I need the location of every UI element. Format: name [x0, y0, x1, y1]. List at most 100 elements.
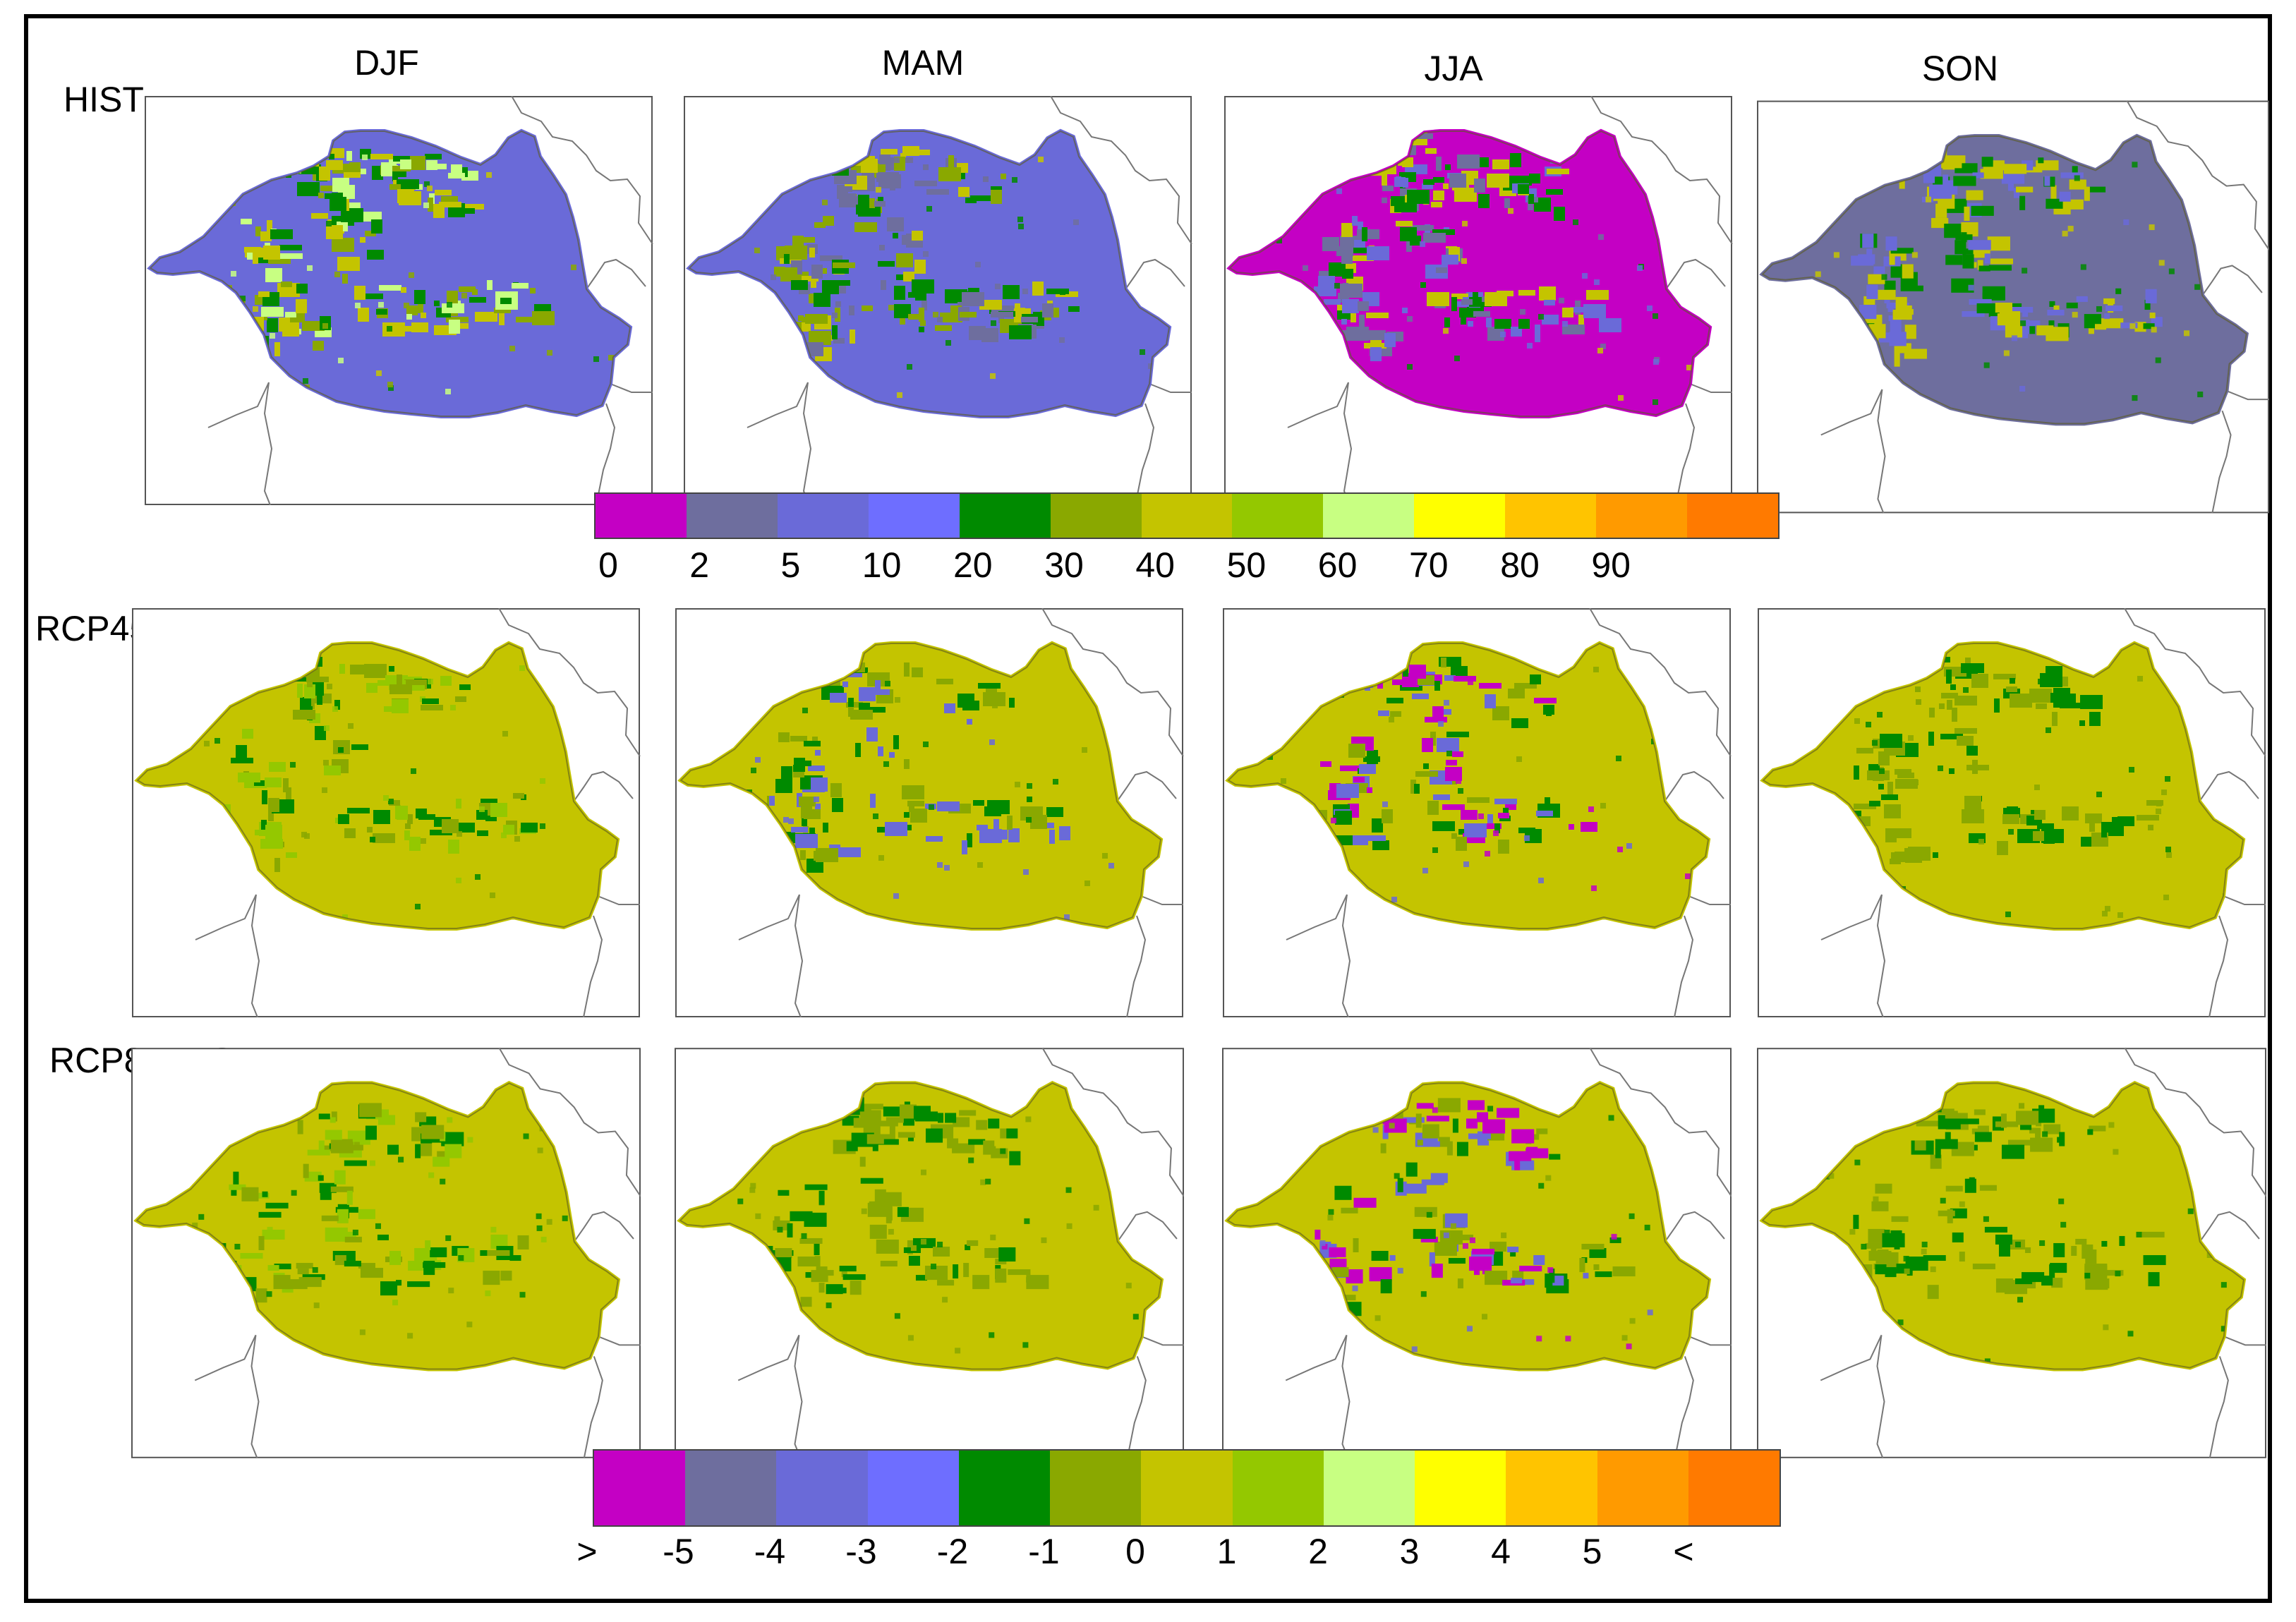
country-outline	[1228, 130, 1711, 417]
neighbor-border-line	[194, 1334, 257, 1381]
neighbor-border-line	[610, 383, 653, 393]
colorbar-tick-label: -3	[845, 1532, 877, 1571]
colorbar-swatch	[685, 1451, 777, 1525]
colorbar-tick-label: 20	[953, 545, 993, 585]
neighbor-border-line	[1149, 383, 1192, 393]
colorbar-swatch	[686, 494, 778, 538]
colorbar-tick-label: 50	[1226, 545, 1267, 585]
map-rcp45-djf	[132, 608, 641, 1017]
colorbar-tick-label: 40	[1135, 545, 1175, 585]
neighbor-border-line	[2226, 390, 2269, 401]
colorbar-swatch	[1232, 494, 1324, 538]
neighbor-border-line	[1689, 383, 1732, 393]
map-hist-son	[1757, 100, 2269, 514]
neighbor-border-line	[250, 894, 260, 1017]
neighbor-border-line	[573, 770, 634, 802]
colorbar-swatch	[596, 494, 687, 538]
country-outline	[679, 642, 1162, 929]
column-label-djf: DJF	[354, 43, 419, 83]
neighbor-border-line	[1050, 96, 1192, 245]
neighbor-border-line	[2201, 265, 2263, 296]
neighbor-border-line	[2223, 895, 2266, 905]
neighbor-border-line	[1877, 389, 1886, 514]
neighbor-border-line	[586, 258, 646, 290]
colorbar-tick-label: -4	[754, 1532, 786, 1571]
colorbar-tick-label: <	[1673, 1532, 1694, 1571]
neighbor-border-line	[1688, 1336, 1732, 1346]
neighbor-border-line	[1589, 1047, 1732, 1197]
colorbar-tick-label: -2	[936, 1532, 969, 1571]
neighbor-border-line	[583, 1356, 603, 1459]
neighbor-border-line	[1820, 894, 1883, 940]
map-rcp45-jja	[1223, 608, 1732, 1017]
neighbor-border-line	[583, 915, 603, 1017]
neighbor-border-line	[1126, 1356, 1147, 1459]
neighbor-border-line	[1674, 1356, 1694, 1459]
colorbar-tick-label: 5	[1582, 1532, 1602, 1571]
colorbar-swatch	[1688, 1451, 1780, 1525]
map-rcp45-son	[1758, 608, 2266, 1017]
colorbar-tick-label: >	[576, 1532, 598, 1571]
map-rcp85-jja	[1222, 1047, 1732, 1459]
colorbar-swatch	[959, 494, 1051, 538]
neighbor-border-line	[573, 1211, 634, 1242]
neighbor-border-line	[263, 382, 273, 505]
neighbor-border-line	[2209, 1356, 2229, 1459]
country-outline	[135, 1082, 620, 1370]
colorbar-tick-label: 2	[1308, 1532, 1328, 1571]
neighbor-border-line	[2124, 1047, 2266, 1197]
country-outline	[1227, 642, 1710, 929]
column-label-son: SON	[1921, 49, 1999, 88]
neighbor-border-line	[1341, 894, 1351, 1017]
neighbor-border-line	[794, 894, 804, 1017]
neighbor-border-line	[598, 1336, 641, 1346]
map-rcp85-mam	[675, 1047, 1184, 1459]
colorbar-swatch	[1050, 494, 1142, 538]
neighbor-border-line	[207, 382, 270, 428]
neighbor-border-line	[1688, 895, 1731, 905]
colorbar-swatch	[1323, 1451, 1415, 1525]
neighbor-border-line	[1135, 403, 1155, 505]
neighbor-border-line	[1590, 96, 1733, 245]
map-rcp45-mam	[675, 608, 1184, 1017]
map-hist-djf	[145, 96, 653, 505]
neighbor-border-line	[2211, 410, 2232, 514]
colorbar-tick-label: 60	[1317, 545, 1358, 585]
neighbor-border-line	[1341, 1335, 1351, 1459]
grid-cell-patches	[732, 143, 1154, 411]
neighbor-border-line	[1285, 1334, 1348, 1381]
neighbor-border-line	[498, 608, 641, 757]
colorbar-tick-label: 0	[598, 545, 618, 585]
grid-cell-patches	[167, 650, 598, 920]
column-label-mam: MAM	[881, 43, 965, 83]
country-outline	[1762, 642, 2244, 929]
colorbar-hist	[594, 492, 1780, 539]
country-outline	[1226, 1082, 1710, 1370]
colorbar-swatch	[1596, 494, 1688, 538]
country-outline	[1761, 1082, 2245, 1370]
map-hist-mam	[684, 96, 1192, 505]
neighbor-border-line	[1664, 770, 1724, 802]
neighbor-border-line	[2126, 100, 2269, 250]
colorbar-tick-label: 0	[1125, 1532, 1145, 1571]
colorbar-tick-label: 4	[1491, 1532, 1511, 1571]
neighbor-border-line	[1286, 894, 1348, 940]
colorbar-swatch	[777, 494, 869, 538]
column-label-jja: JJA	[1424, 49, 1483, 88]
country-outline	[1761, 135, 2247, 425]
colorbar-tick-label: 1	[1216, 1532, 1237, 1571]
neighbor-border-line	[597, 895, 640, 905]
neighbor-border-line	[1041, 608, 1184, 757]
colorbar-tick-label: -1	[1028, 1532, 1060, 1571]
colorbar-tick-label: 2	[689, 545, 710, 585]
colorbar-tick-label: 30	[1044, 545, 1084, 585]
neighbor-border-line	[738, 894, 800, 940]
colorbar-swatch	[1232, 1451, 1324, 1525]
colorbar-tick-label: 70	[1408, 545, 1449, 585]
grid-cell-patches	[175, 1095, 593, 1339]
neighbor-border-line	[1664, 1211, 1725, 1242]
colorbar-swatch	[867, 1451, 959, 1525]
colorbar-tick-label: 5	[780, 545, 801, 585]
colorbar-tick-label: 10	[862, 545, 902, 585]
neighbor-border-line	[1674, 915, 1694, 1017]
